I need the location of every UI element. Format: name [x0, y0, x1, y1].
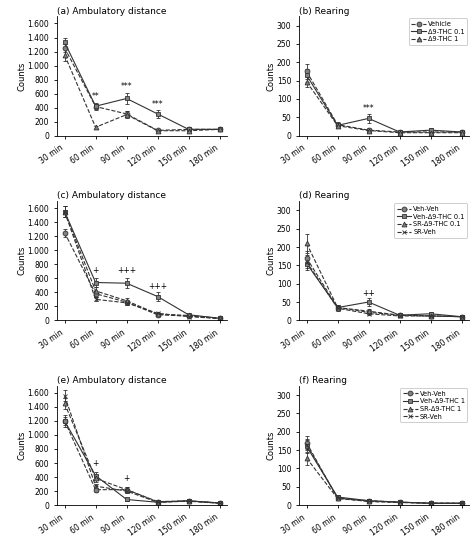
Y-axis label: Counts: Counts [266, 431, 275, 460]
Legend: Vehicle, Δ9-THC 0.1, Δ9-THC 1: Vehicle, Δ9-THC 0.1, Δ9-THC 1 [409, 19, 467, 45]
Text: ***: *** [152, 100, 164, 109]
Text: ++: ++ [362, 289, 375, 298]
Legend: Veh-Veh, Veh-Δ9-THC 1, SR-Δ9-THC 1, SR-Veh: Veh-Veh, Veh-Δ9-THC 1, SR-Δ9-THC 1, SR-V… [400, 388, 467, 422]
Text: (b) Rearing: (b) Rearing [299, 7, 349, 16]
Y-axis label: Counts: Counts [266, 246, 275, 276]
Text: (d) Rearing: (d) Rearing [299, 192, 349, 200]
Y-axis label: Counts: Counts [266, 61, 275, 91]
Text: +++: +++ [117, 266, 136, 276]
Text: +: + [92, 266, 99, 275]
Y-axis label: Counts: Counts [17, 61, 26, 91]
Text: ***: *** [363, 104, 374, 113]
Text: (a) Ambulatory distance: (a) Ambulatory distance [57, 7, 166, 16]
Legend: Veh-Veh, Veh-Δ9-THC 0.1, SR-Δ9-THC 0.1, SR-Veh: Veh-Veh, Veh-Δ9-THC 0.1, SR-Δ9-THC 0.1, … [394, 203, 467, 238]
Text: (e) Ambulatory distance: (e) Ambulatory distance [57, 376, 166, 385]
Text: ***: *** [121, 82, 132, 91]
Text: (f) Rearing: (f) Rearing [299, 376, 347, 385]
Y-axis label: Counts: Counts [17, 246, 26, 276]
Y-axis label: Counts: Counts [17, 431, 26, 460]
Text: +: + [123, 474, 130, 483]
Text: +++: +++ [148, 282, 167, 291]
Text: **: ** [92, 92, 100, 102]
Text: (c) Ambulatory distance: (c) Ambulatory distance [57, 192, 166, 200]
Text: +: + [92, 459, 99, 468]
